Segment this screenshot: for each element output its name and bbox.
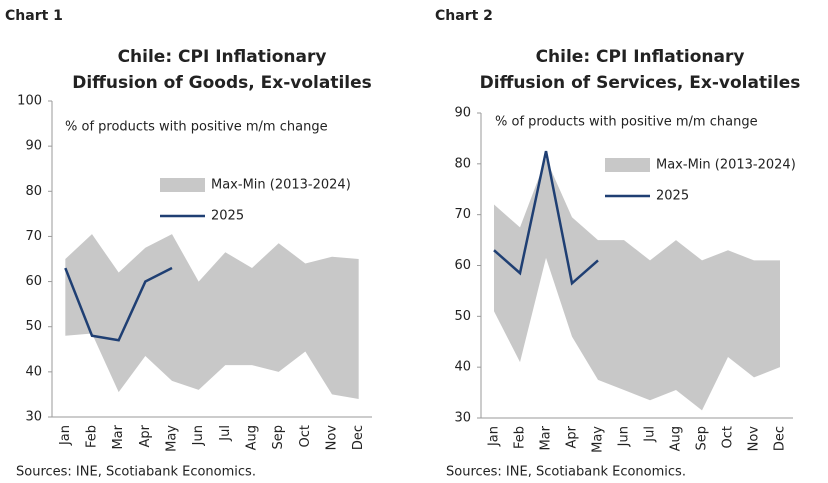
y-tick-label: 80 (454, 156, 471, 171)
x-tick-label: Aug (245, 425, 260, 450)
y-tick-label: 50 (454, 309, 471, 324)
y-tick-label: 30 (25, 410, 42, 425)
legend-swatch (605, 158, 650, 172)
chart-title: Chile: CPI Inflationary (536, 47, 745, 67)
source: Sources: INE, Scotiabank Economics. (16, 465, 256, 480)
x-tick-label: Jun (617, 426, 632, 447)
x-tick-label: Apr (565, 425, 580, 448)
chart-label: Chart 2 (435, 8, 493, 24)
x-tick-label: Feb (85, 425, 100, 448)
subtitle: % of products with positive m/m change (495, 115, 758, 130)
legend-swatch (160, 178, 205, 192)
range-area (65, 234, 359, 399)
x-tick-label: Dec (351, 425, 366, 450)
x-tick-label: Nov (325, 425, 340, 451)
x-tick-label: Jan (487, 426, 502, 447)
legend-label: Max-Min (2013-2024) (211, 178, 351, 193)
y-tick-label: 40 (25, 364, 42, 379)
chart-title: Diffusion of Services, Ex-volatiles (480, 73, 801, 93)
x-tick-label: Nov (747, 426, 762, 452)
line-series (64, 266, 173, 342)
y-tick-label: 60 (454, 258, 471, 273)
legend-label: Max-Min (2013-2024) (656, 158, 796, 173)
source: Sources: INE, Scotiabank Economics. (446, 465, 686, 480)
y-tick-label: 70 (454, 207, 471, 222)
x-tick-label: Sep (695, 426, 710, 451)
y-tick-label: 70 (25, 229, 42, 244)
x-tick-label: Dec (773, 426, 788, 451)
legend-label: 2025 (211, 209, 244, 224)
x-tick-label: Feb (513, 426, 528, 449)
x-tick-label: Apr (138, 424, 153, 447)
y-tick-label: 90 (454, 106, 471, 121)
range-area (494, 158, 780, 411)
x-tick-label: Jul (218, 425, 233, 442)
chart-label: Chart 1 (5, 8, 63, 24)
x-tick-label: Mar (111, 424, 126, 449)
x-tick-label: Jul (643, 426, 658, 443)
x-tick-label: Jan (58, 425, 73, 446)
y-tick-label: 100 (17, 94, 42, 109)
x-tick-label: Oct (721, 426, 736, 448)
line-series (493, 150, 599, 286)
x-tick-label: May (165, 425, 180, 452)
y-tick-label: 30 (454, 411, 471, 426)
y-tick-label: 50 (25, 319, 42, 334)
x-tick-label: Jun (191, 425, 206, 446)
x-tick-label: Oct (298, 425, 313, 447)
chart-title: Diffusion of Goods, Ex-volatiles (72, 73, 372, 93)
y-tick-label: 90 (25, 139, 42, 154)
y-tick-label: 80 (25, 184, 42, 199)
x-tick-label: May (591, 426, 606, 453)
x-tick-label: Aug (669, 426, 684, 451)
x-tick-label: Sep (271, 425, 286, 450)
y-tick-label: 60 (25, 274, 42, 289)
y-tick-label: 40 (454, 360, 471, 375)
chart-title: Chile: CPI Inflationary (118, 47, 327, 67)
subtitle: % of products with positive m/m change (65, 120, 328, 135)
x-tick-label: Mar (539, 425, 554, 450)
legend-label: 2025 (656, 189, 689, 204)
